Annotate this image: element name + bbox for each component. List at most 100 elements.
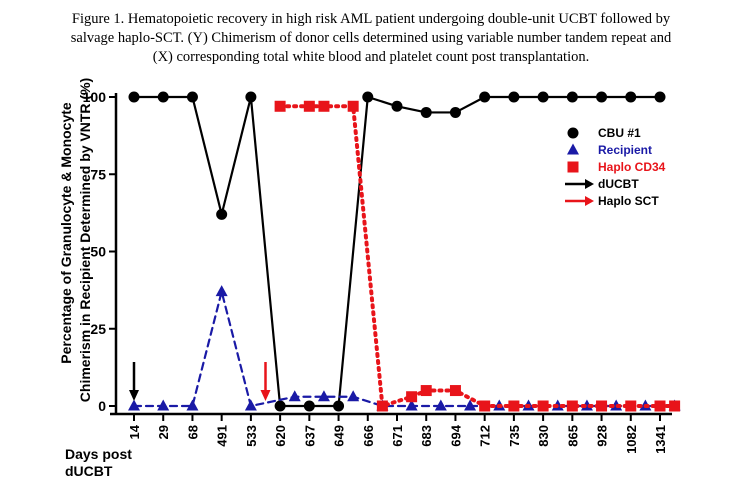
data-point	[186, 91, 198, 103]
legend-item: CBU #1	[567, 126, 641, 140]
legend-item: Recipient	[567, 143, 652, 157]
data-point	[303, 100, 315, 112]
data-point	[274, 100, 286, 112]
data-point	[186, 399, 199, 411]
legend: CBU #1 Recipient Haplo CD34 dUCBT Haplo SCT	[565, 126, 666, 208]
x-tick-label: 735	[507, 425, 522, 447]
legend-label: Haplo SCT	[598, 194, 659, 208]
data-point	[420, 385, 432, 397]
data-point	[245, 91, 257, 103]
caption-line-2: salvage haplo-SCT. (Y) Chimerism of dono…	[70, 30, 672, 46]
x-tick-label: 928	[595, 425, 610, 447]
y-tick-label: 0	[98, 398, 106, 414]
legend-label: CBU #1	[598, 126, 641, 140]
data-point	[566, 91, 578, 103]
arrow-head	[129, 390, 139, 401]
data-point	[274, 400, 286, 412]
data-point	[537, 400, 549, 412]
legend-label: Haplo CD34	[598, 160, 666, 174]
legend-item: Haplo SCT	[565, 194, 659, 208]
legend-label: dUCBT	[598, 177, 639, 191]
series-recipient	[128, 285, 681, 411]
event-arrow-ducbt	[129, 362, 139, 401]
figure-caption: Figure 1. Hematopoietic recovery in high…	[0, 10, 742, 67]
data-point	[464, 399, 477, 411]
series-line	[132, 290, 676, 408]
data-point	[317, 390, 330, 402]
data-point	[288, 390, 301, 402]
data-point	[244, 399, 257, 411]
data-point	[654, 400, 666, 412]
data-point	[434, 399, 447, 411]
data-point	[318, 100, 330, 112]
y-tick-label: 25	[90, 321, 106, 337]
data-point	[376, 400, 388, 412]
x-tick-label: 533	[244, 425, 259, 447]
data-point	[479, 91, 491, 103]
data-point	[303, 400, 315, 412]
series-layer	[128, 91, 681, 412]
data-point	[449, 106, 461, 118]
data-point	[508, 400, 520, 412]
data-point	[596, 400, 608, 412]
data-point	[157, 91, 169, 103]
arrow-head	[260, 390, 271, 401]
y-tick-label: 50	[90, 244, 106, 260]
x-tick-label: 683	[419, 425, 434, 447]
legend-arrow-head	[585, 179, 594, 189]
data-point	[157, 399, 170, 411]
legend-arrow-head	[585, 196, 594, 206]
data-point	[333, 400, 345, 412]
data-point	[654, 91, 666, 103]
data-point	[347, 100, 359, 112]
legend-label: Recipient	[598, 143, 652, 157]
x-tick-label: 649	[332, 425, 347, 447]
data-point	[479, 400, 491, 412]
data-point	[420, 106, 432, 118]
x-tick-label: 637	[302, 425, 317, 447]
y-tick-label: 75	[90, 166, 106, 182]
data-point	[215, 285, 228, 297]
x-axis-title-line-1: Days post	[65, 446, 132, 462]
data-point	[347, 390, 360, 402]
data-point	[391, 100, 403, 112]
data-point	[216, 208, 228, 220]
data-point	[362, 91, 374, 103]
x-tick-label: 29	[156, 425, 171, 439]
legend-marker	[567, 127, 579, 139]
axes: 0 25 50 75 100 14 29 68 491 533 620 637 649 666 671 683…	[83, 89, 672, 454]
x-tick-label: 1341	[653, 425, 668, 454]
series-line	[132, 95, 662, 408]
data-point	[406, 391, 418, 403]
data-point	[596, 91, 608, 103]
data-point	[669, 400, 681, 412]
event-arrows	[129, 362, 271, 401]
y-axis-title: Percentage of Granulocyte & Monocyte Chi…	[58, 78, 93, 402]
series-line	[278, 104, 677, 408]
caption-line-1: Figure 1. Hematopoietic recovery in high…	[71, 11, 671, 27]
data-point	[566, 400, 578, 412]
x-tick-label: 830	[536, 425, 551, 447]
data-point	[128, 399, 140, 411]
y-axis-title-line-1: Percentage of Granulocyte & Monocyte	[58, 102, 74, 364]
series-haplo-cd34	[274, 100, 681, 412]
x-tick-label: 491	[215, 425, 230, 447]
x-tick-label: 694	[448, 424, 463, 446]
x-tick-label: 671	[390, 425, 405, 447]
data-point	[537, 91, 549, 103]
x-tick-label: 865	[565, 425, 580, 447]
x-tick-label: 68	[185, 425, 200, 439]
x-tick-label: 620	[273, 425, 288, 447]
legend-item: dUCBT	[565, 177, 639, 191]
data-point	[449, 385, 461, 397]
data-point	[508, 91, 520, 103]
legend-item: Haplo CD34	[567, 160, 666, 174]
caption-line-3: (X) corresponding total white blood and …	[152, 49, 590, 65]
y-axis-title-line-2: Chimerism in Recipient Determined by VNT…	[77, 78, 93, 402]
x-tick-label: 666	[361, 425, 376, 447]
data-point	[405, 399, 418, 411]
x-axis-title: Days post dUCBT	[65, 446, 132, 479]
data-point	[625, 91, 637, 103]
legend-marker	[567, 143, 579, 155]
